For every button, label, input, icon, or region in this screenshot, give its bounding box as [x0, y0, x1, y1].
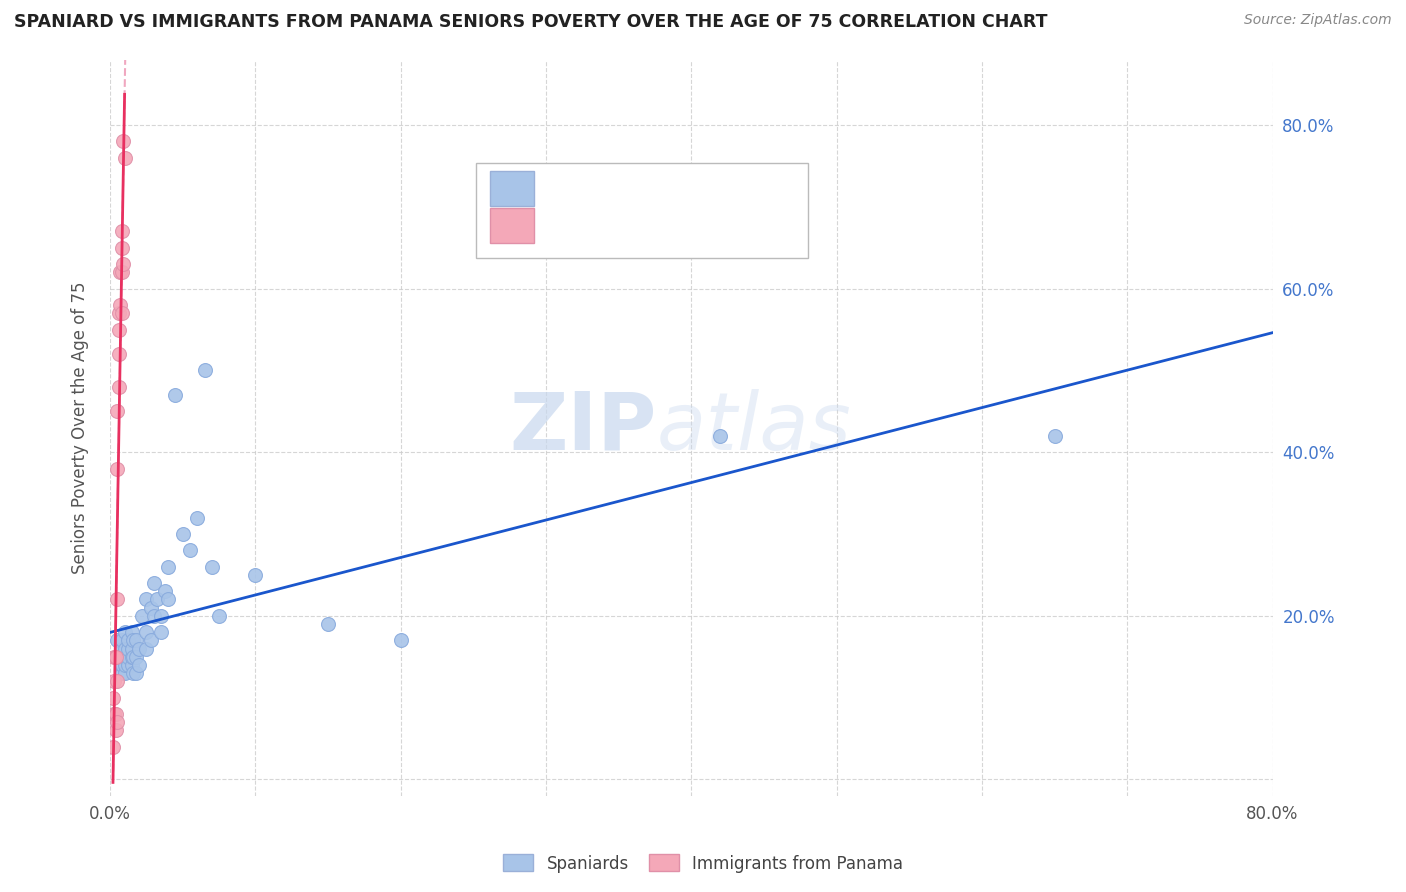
Point [121, 625, 143, 640]
Point [316, 617, 339, 632]
Point [155, 584, 177, 599]
Legend: Spaniards, Immigrants from Panama: Spaniards, Immigrants from Panama [496, 847, 910, 880]
Point [186, 510, 208, 524]
Point [103, 649, 125, 664]
Point [125, 649, 148, 664]
Point [122, 649, 145, 664]
Point [107, 322, 129, 336]
Point [1043, 429, 1066, 443]
Text: Source: ZipAtlas.com: Source: ZipAtlas.com [1244, 13, 1392, 28]
Point [114, 666, 136, 681]
Text: ZIP: ZIP [509, 389, 657, 467]
Point [111, 224, 134, 238]
Point [135, 592, 157, 607]
Point [103, 706, 125, 721]
Point [139, 600, 162, 615]
Point [142, 608, 165, 623]
Point [121, 649, 143, 664]
Point [135, 641, 157, 656]
Text: N = 27: N = 27 [683, 216, 747, 235]
Point [149, 608, 172, 623]
Point [117, 641, 139, 656]
Point [110, 298, 132, 312]
Point [117, 657, 139, 672]
Point [105, 649, 128, 664]
Text: R = 0.094: R = 0.094 [551, 179, 643, 197]
Point [107, 347, 129, 361]
Bar [491, 170, 534, 206]
Point [110, 265, 132, 279]
Point [208, 608, 231, 623]
Point [117, 633, 139, 648]
Text: N = 54: N = 54 [683, 179, 747, 197]
Point [135, 625, 157, 640]
Y-axis label: Seniors Poverty Over the Age of 75: Seniors Poverty Over the Age of 75 [72, 282, 89, 574]
Point [105, 633, 128, 648]
Point [111, 241, 134, 255]
Point [111, 666, 134, 681]
Point [709, 429, 731, 443]
Point [104, 706, 127, 721]
Bar [477, 162, 807, 259]
Point [105, 674, 128, 689]
Point [104, 649, 127, 664]
Bar [491, 208, 534, 243]
Point [114, 641, 136, 656]
Point [114, 649, 136, 664]
Point [111, 641, 134, 656]
Point [107, 306, 129, 320]
Point [105, 715, 128, 730]
Point [149, 625, 172, 640]
Point [112, 257, 135, 271]
Point [172, 527, 194, 541]
Point [128, 641, 150, 656]
Point [103, 674, 125, 689]
Point [157, 559, 180, 574]
Point [105, 461, 128, 475]
Point [111, 306, 134, 320]
Point [201, 559, 224, 574]
Point [122, 633, 145, 648]
Point [105, 592, 128, 607]
Point [193, 363, 215, 377]
Point [179, 543, 201, 558]
Point [245, 568, 267, 582]
Point [111, 633, 134, 648]
Point [145, 592, 167, 607]
Point [111, 265, 134, 279]
Point [125, 666, 148, 681]
Point [101, 739, 124, 754]
Point [105, 404, 128, 418]
Text: SPANIARD VS IMMIGRANTS FROM PANAMA SENIORS POVERTY OVER THE AGE OF 75 CORRELATIO: SPANIARD VS IMMIGRANTS FROM PANAMA SENIO… [14, 13, 1047, 31]
Point [114, 151, 136, 165]
Point [114, 625, 136, 640]
Point [121, 657, 143, 672]
Point [165, 388, 187, 402]
Point [131, 608, 153, 623]
Point [111, 657, 134, 672]
Point [103, 706, 125, 721]
Text: R = 0.755: R = 0.755 [551, 216, 643, 235]
Point [389, 633, 412, 648]
Point [122, 666, 145, 681]
Point [101, 690, 124, 705]
Point [142, 576, 165, 591]
Point [112, 135, 135, 149]
Point [104, 723, 127, 738]
Point [117, 649, 139, 664]
Point [114, 657, 136, 672]
Point [157, 592, 180, 607]
Point [111, 649, 134, 664]
Point [121, 641, 143, 656]
Point [128, 657, 150, 672]
Point [107, 380, 129, 394]
Point [125, 633, 148, 648]
Point [139, 633, 162, 648]
Text: atlas: atlas [657, 389, 851, 467]
